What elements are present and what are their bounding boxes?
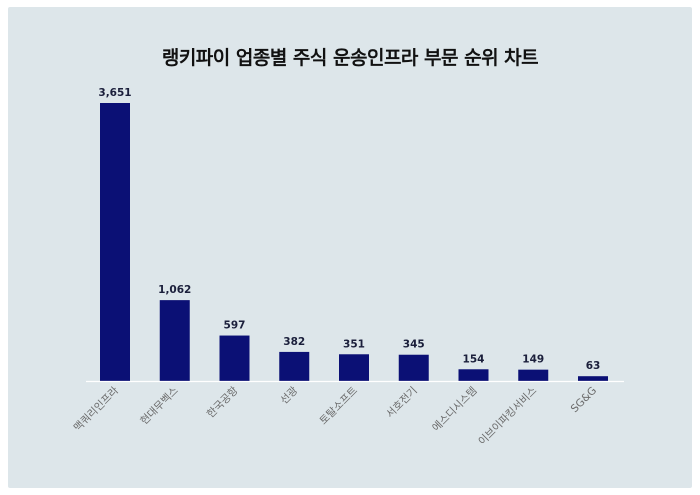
x-tick-label-1: 맥쿼리인프라 [72,384,122,434]
data-label-2: 1,062 [158,284,191,296]
data-label-8: 149 [522,354,544,366]
data-label-5: 351 [343,338,365,350]
data-label-9: 63 [586,360,601,372]
x-tick-label-5: 토탈소프트 [317,384,361,428]
x-tick-label-7: 에스디시스템 [430,385,479,434]
x-tick-label-4: 선광 [278,384,300,406]
chart-title: 랭키파이 업종별 주식 운송인프라 부문 순위 차트 [161,47,539,69]
bar-6 [398,354,429,381]
bar-9 [578,376,608,381]
bar-8 [518,369,549,381]
x-tick-label-9: SG&G [569,385,600,416]
x-tick-label-8: 이브이파킹서비스 [476,384,539,447]
data-label-6: 345 [403,339,425,351]
bar-3 [219,335,250,381]
data-label-3: 597 [224,320,246,332]
bar-1 [100,103,130,381]
bar-5 [339,354,369,381]
x-tick-label-6: 서호전기 [384,385,420,421]
data-label-7: 154 [463,353,485,365]
data-label-1: 3,651 [98,87,131,99]
x-tick-label-2: 현대무벡스 [138,384,181,427]
bar-7 [458,369,489,381]
x-tick-label-3: 한국공항 [205,384,241,420]
data-label-4: 382 [283,336,305,348]
bar-2 [159,300,190,381]
bar-4 [279,351,310,381]
